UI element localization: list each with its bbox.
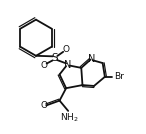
Text: S: S [52,53,58,63]
Text: N: N [88,54,95,64]
Text: O: O [41,61,48,70]
Text: Br: Br [114,72,124,81]
Text: O: O [62,45,69,54]
Text: O: O [40,101,47,110]
Text: NH$_2$: NH$_2$ [60,112,78,124]
Text: N: N [65,60,72,70]
